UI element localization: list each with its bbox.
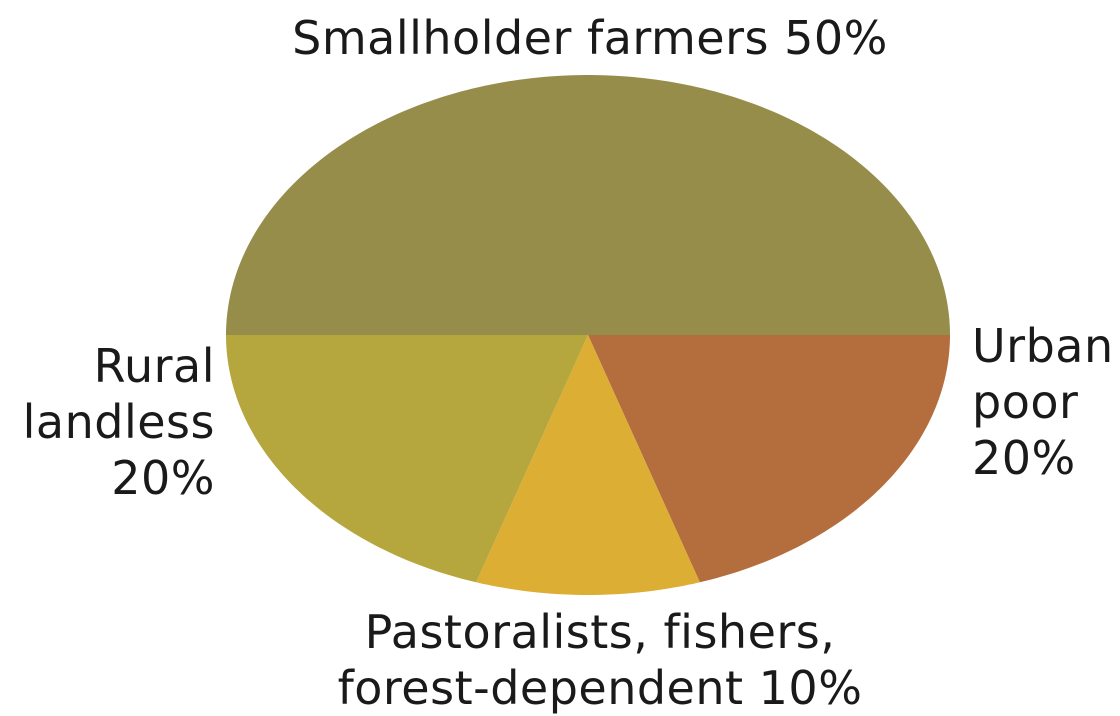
label-pastoralists: Pastoralists, fishers, forest-dependent … xyxy=(300,604,900,716)
label-pastoralists-line-1: Pastoralists, fishers, xyxy=(364,605,836,659)
label-urban-line-2: poor xyxy=(972,375,1079,429)
label-rural-landless: Rural landless 20% xyxy=(23,338,215,506)
pie-slice-smallholder-farmers xyxy=(226,75,950,335)
pie-slice-pastoralists-fishers-forest-dependent xyxy=(476,335,700,595)
label-urban-line-1: Urban xyxy=(972,319,1114,373)
label-rural-line-3: 20% xyxy=(111,451,215,505)
label-rural-line-2: landless xyxy=(22,395,215,449)
label-smallholder-farmers: Smallholder farmers 50% xyxy=(0,10,1120,66)
label-smallholder-line-1: Smallholder farmers 50% xyxy=(292,11,888,65)
label-rural-line-1: Rural xyxy=(93,339,215,393)
label-urban-line-3: 20% xyxy=(972,431,1076,485)
label-pastoralists-line-2: forest-dependent 10% xyxy=(337,661,863,715)
pie-slice-rural-landless xyxy=(226,335,588,583)
pie-slice-urban-poor xyxy=(588,335,950,583)
label-urban-poor: Urban poor 20% xyxy=(972,318,1114,486)
